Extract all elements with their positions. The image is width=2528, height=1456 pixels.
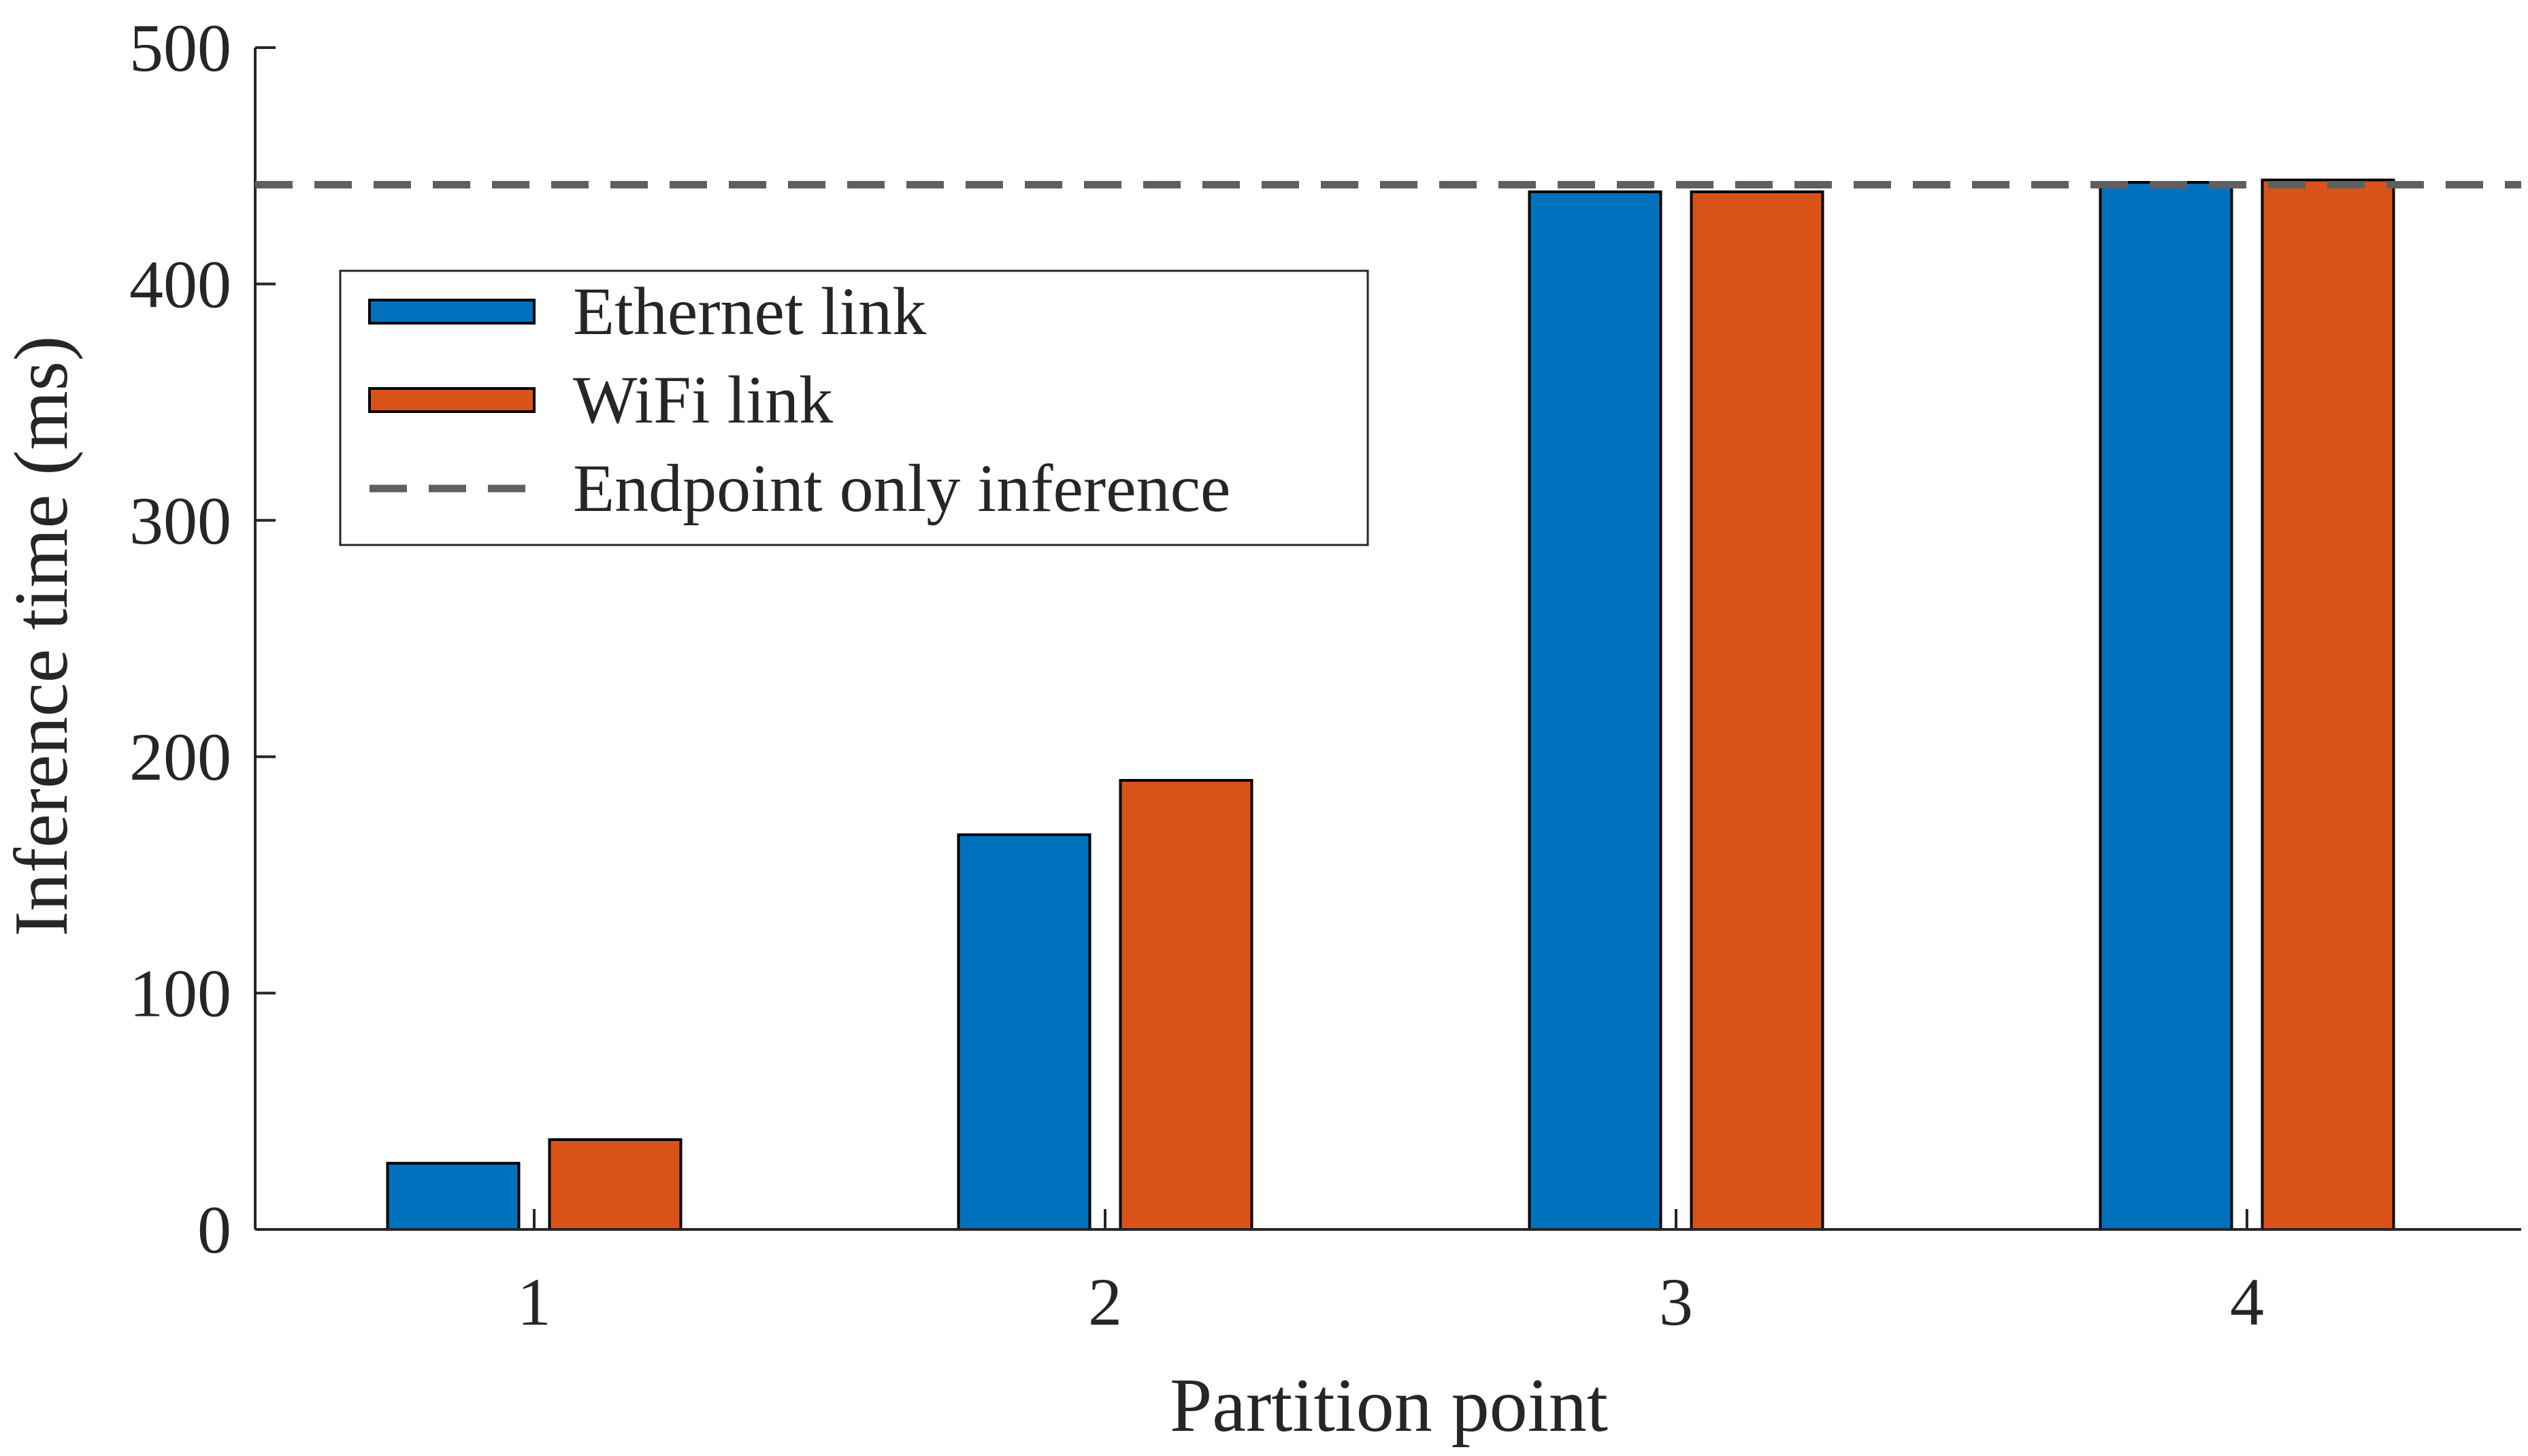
legend: Ethernet link WiFi link Endpoint only infe… (339, 269, 1369, 546)
x-tick-label-1: 1 (517, 1264, 551, 1340)
axes-layer: 0 100 200 300 400 500 1 2 3 4 (129, 10, 2521, 1340)
legend-label-endpoint-only-inference: Endpoint only inference (573, 450, 1230, 526)
x-tick-label-2: 2 (1088, 1264, 1122, 1340)
x-tick-label-4: 4 (2230, 1264, 2264, 1340)
y-tick-label-500: 500 (129, 10, 231, 86)
x-axis-label: Partition point (1170, 1363, 1608, 1448)
x-tick-label-3: 3 (1659, 1264, 1693, 1340)
bar-ethernet-link-2 (957, 833, 1091, 1231)
bar-wifi-link-2 (1119, 778, 1253, 1231)
y-tick-label-300: 300 (129, 483, 231, 559)
bar-wifi-link-4 (2261, 178, 2395, 1231)
bar-ethernet-link-3 (1528, 190, 1662, 1231)
bar-wifi-link-1 (548, 1138, 683, 1231)
y-tick-label-200: 200 (129, 719, 231, 795)
bar-ethernet-link-4 (2099, 181, 2233, 1231)
legend-swatch-ethernet-link (368, 299, 536, 325)
y-axis-label: Inference time (ms) (0, 335, 84, 936)
bar-ethernet-link-1 (386, 1161, 521, 1231)
legend-label-ethernet-link: Ethernet link (573, 274, 926, 349)
y-tick-label-400: 400 (129, 246, 231, 322)
legend-label-wifi-link: WiFi link (573, 362, 833, 437)
y-tick-label-100: 100 (129, 956, 231, 1031)
bar-wifi-link-3 (1690, 190, 1824, 1231)
bars-layer (386, 178, 2395, 1231)
y-tick-label-0: 0 (197, 1192, 231, 1268)
axis-labels: Inference time (ms) Partition point (0, 335, 1608, 1448)
legend-swatch-wifi-link (368, 387, 536, 413)
